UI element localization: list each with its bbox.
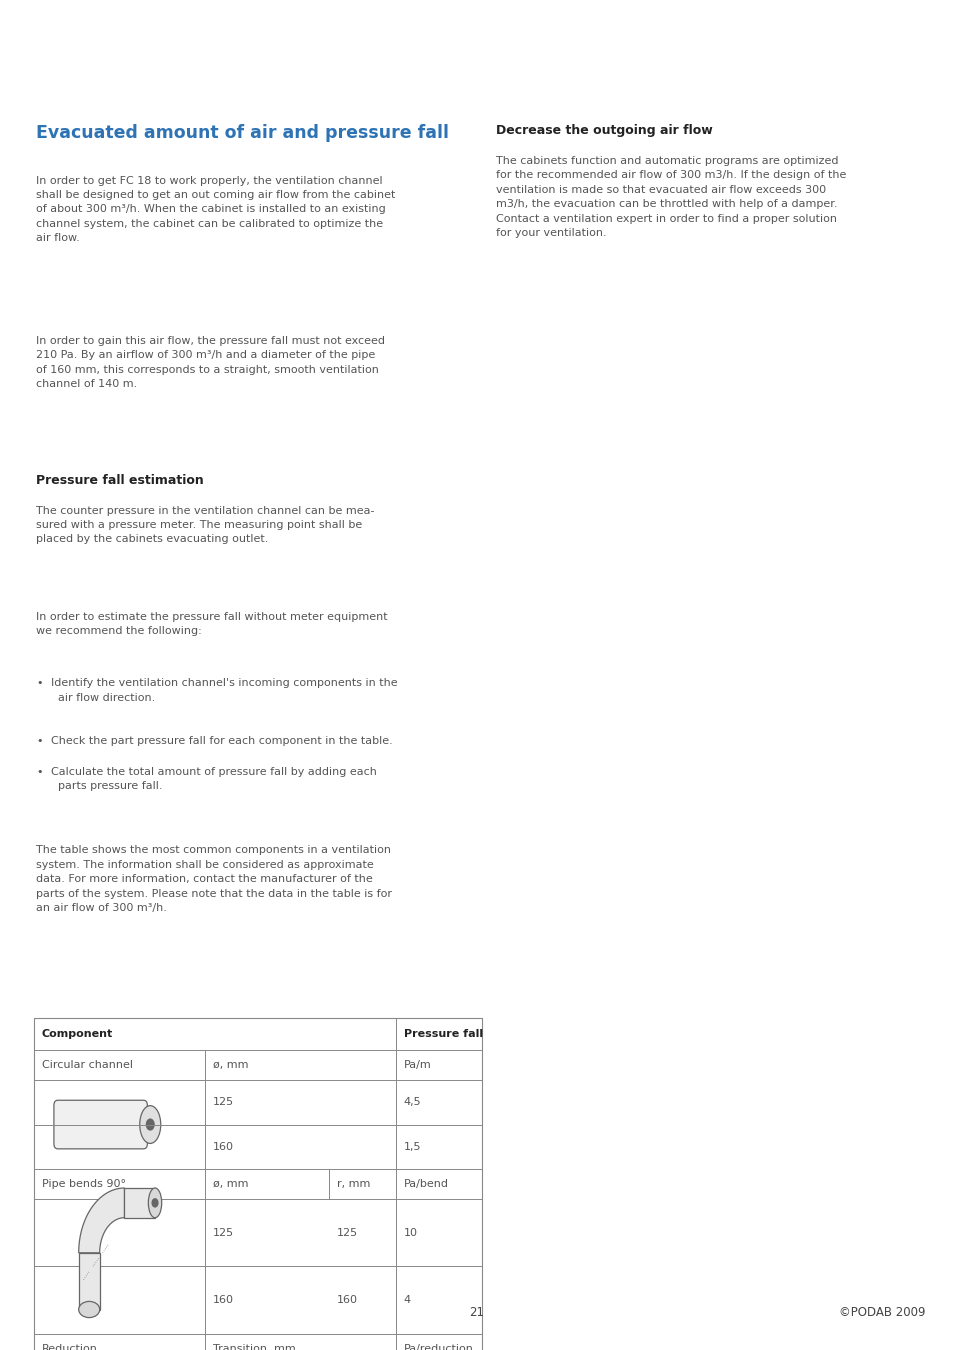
Text: 21: 21 xyxy=(469,1305,484,1319)
Text: 160: 160 xyxy=(213,1295,233,1305)
Text: 1,5: 1,5 xyxy=(403,1142,420,1152)
Text: Evacuated amount of air and pressure fall: Evacuated amount of air and pressure fal… xyxy=(36,124,449,142)
Text: Calculate the total amount of pressure fall by adding each
  parts pressure fall: Calculate the total amount of pressure f… xyxy=(51,767,376,791)
Text: 125: 125 xyxy=(213,1098,233,1107)
Text: 160: 160 xyxy=(213,1142,233,1152)
Text: Pa/m: Pa/m xyxy=(403,1060,431,1071)
Polygon shape xyxy=(78,1253,100,1309)
Text: ø, mm: ø, mm xyxy=(213,1060,248,1071)
Text: In order to get FC 18 to work properly, the ventilation channel
shall be designe: In order to get FC 18 to work properly, … xyxy=(36,176,395,243)
Text: 10: 10 xyxy=(403,1227,417,1238)
Text: Pa/bend: Pa/bend xyxy=(403,1179,448,1189)
Text: Circular channel: Circular channel xyxy=(42,1060,132,1071)
Text: •: • xyxy=(36,736,43,747)
Text: Transition, mm: Transition, mm xyxy=(213,1343,295,1350)
Circle shape xyxy=(152,1199,157,1207)
Text: Component: Component xyxy=(42,1029,113,1040)
Ellipse shape xyxy=(139,1106,160,1143)
Text: Pa/reduction: Pa/reduction xyxy=(403,1343,473,1350)
Text: 125: 125 xyxy=(213,1227,233,1238)
Text: The table shows the most common components in a ventilation
system. The informat: The table shows the most common componen… xyxy=(36,845,392,913)
Text: 4: 4 xyxy=(403,1295,410,1305)
Ellipse shape xyxy=(149,1188,161,1218)
Text: 160: 160 xyxy=(336,1295,357,1305)
Text: 125: 125 xyxy=(336,1227,357,1238)
Text: The cabinets function and automatic programs are optimized
for the recommended a: The cabinets function and automatic prog… xyxy=(496,157,845,238)
Text: r, mm: r, mm xyxy=(336,1179,370,1189)
Text: In order to estimate the pressure fall without meter equipment
we recommend the : In order to estimate the pressure fall w… xyxy=(36,612,388,636)
Text: Check the part pressure fall for each component in the table.: Check the part pressure fall for each co… xyxy=(51,736,392,747)
Text: •: • xyxy=(36,767,43,776)
Text: 4,5: 4,5 xyxy=(403,1098,420,1107)
Polygon shape xyxy=(78,1188,124,1253)
Ellipse shape xyxy=(78,1301,99,1318)
Polygon shape xyxy=(124,1188,154,1218)
Text: Pipe bends 90°: Pipe bends 90° xyxy=(42,1179,126,1189)
Bar xyxy=(34,1018,481,1350)
Text: Decrease the outgoing air flow: Decrease the outgoing air flow xyxy=(496,124,712,138)
Text: The counter pressure in the ventilation channel can be mea-
sured with a pressur: The counter pressure in the ventilation … xyxy=(36,506,375,544)
Text: ©PODAB 2009: ©PODAB 2009 xyxy=(838,1305,924,1319)
Text: •: • xyxy=(36,678,43,688)
Text: ø, mm: ø, mm xyxy=(213,1179,248,1189)
Text: Pressure fall: Pressure fall xyxy=(403,1029,482,1040)
FancyBboxPatch shape xyxy=(53,1100,147,1149)
Text: Identify the ventilation channel's incoming components in the
  air flow directi: Identify the ventilation channel's incom… xyxy=(51,678,396,702)
Circle shape xyxy=(147,1119,154,1130)
Text: In order to gain this air flow, the pressure fall must not exceed
210 Pa. By an : In order to gain this air flow, the pres… xyxy=(36,336,385,389)
Text: Reduction: Reduction xyxy=(42,1343,98,1350)
Text: Pressure fall estimation: Pressure fall estimation xyxy=(36,474,204,487)
